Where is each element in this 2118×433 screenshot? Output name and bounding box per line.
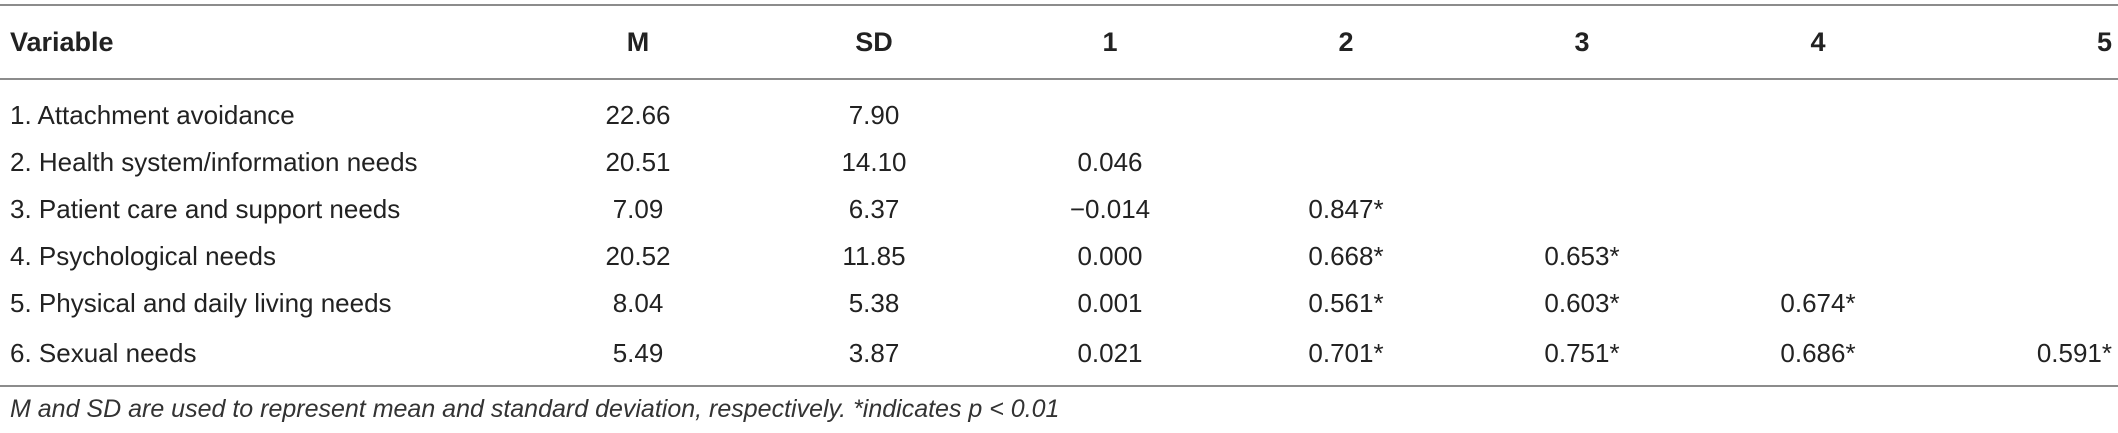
table-row: 4. Psychological needs 20.52 11.85 0.000… [0,233,2118,280]
cell-corr-1 [992,79,1228,139]
table-row: 3. Patient care and support needs 7.09 6… [0,186,2118,233]
cell-mean: 20.52 [605,241,671,271]
table-row: 2. Health system/information needs 20.51… [0,139,2118,186]
cell-corr-3: 0.751* [1544,337,1620,368]
cell-sd: 5.38 [848,288,900,318]
table-row: 6. Sexual needs 5.49 3.87 0.021 0.701* 0… [0,327,2118,386]
header-mean: M [626,26,650,57]
cell-mean: 8.04 [612,288,664,318]
table-header-row: Variable M SD 1 2 3 4 5 [0,5,2118,79]
cell-corr-2: 0.561* [1308,288,1384,318]
cell-corr-3 [1464,186,1700,233]
cell-corr-4: 0.674* [1780,288,1856,318]
cell-corr-4: 0.686* [1780,337,1856,368]
header-sd: SD [855,26,893,57]
cell-variable: 2. Health system/information needs [10,147,418,177]
cell-corr-4 [1700,139,1936,186]
cell-corr-3 [1464,79,1700,139]
cell-corr-1: 0.046 [1077,147,1143,177]
cell-corr-1: 0.000 [1077,241,1143,271]
cell-corr-2 [1228,139,1464,186]
cell-variable: 6. Sexual needs [10,337,197,368]
cell-variable: 5. Physical and daily living needs [10,288,392,318]
cell-corr-4 [1700,186,1936,233]
header-variable: Variable [10,26,114,57]
cell-sd: 11.85 [842,241,906,271]
cell-corr-1: 0.021 [1077,337,1143,368]
cell-sd: 14.10 [841,147,907,177]
cell-corr-5 [1936,79,2118,139]
table-row: 5. Physical and daily living needs 8.04 … [0,280,2118,327]
cell-mean: 22.66 [605,100,671,130]
cell-mean: 7.09 [612,194,664,224]
cell-corr-2: 0.847* [1308,194,1384,224]
cell-corr-4 [1700,79,1936,139]
cell-corr-5 [1936,139,2118,186]
cell-corr-1: 0.001 [1077,288,1143,318]
table-row: 1. Attachment avoidance 22.66 7.90 [0,79,2118,139]
cell-corr-5 [1936,233,2118,280]
cell-corr-1: −0.014 [1069,194,1151,224]
cell-corr-2 [1228,79,1464,139]
cell-mean: 20.51 [605,147,671,177]
cell-sd: 6.37 [848,194,900,224]
cell-corr-5 [1936,280,2118,327]
header-col-4: 4 [1810,26,1826,57]
cell-corr-3: 0.653* [1544,241,1620,271]
correlation-table: Variable M SD 1 2 3 4 5 1. Attachment av… [0,4,2118,387]
cell-corr-4 [1700,233,1936,280]
header-col-3: 3 [1574,26,1590,57]
cell-corr-5 [1936,186,2118,233]
header-col-5: 5 [2096,26,2112,57]
cell-variable: 4. Psychological needs [10,241,276,271]
cell-sd: 3.87 [848,337,900,368]
cell-sd: 7.90 [848,100,900,130]
cell-mean: 5.49 [612,337,664,368]
header-col-2: 2 [1338,26,1354,57]
table-footnote: M and SD are used to represent mean and … [10,395,1060,423]
cell-corr-5: 0.591* [2036,337,2112,368]
header-col-1: 1 [1102,26,1118,57]
cell-corr-2: 0.701* [1308,337,1384,368]
cell-corr-3 [1464,139,1700,186]
cell-variable: 1. Attachment avoidance [10,100,295,130]
correlation-table-container: Variable M SD 1 2 3 4 5 1. Attachment av… [0,4,2118,387]
cell-corr-3: 0.603* [1544,288,1620,318]
cell-corr-2: 0.668* [1308,241,1384,271]
cell-variable: 3. Patient care and support needs [10,194,401,224]
